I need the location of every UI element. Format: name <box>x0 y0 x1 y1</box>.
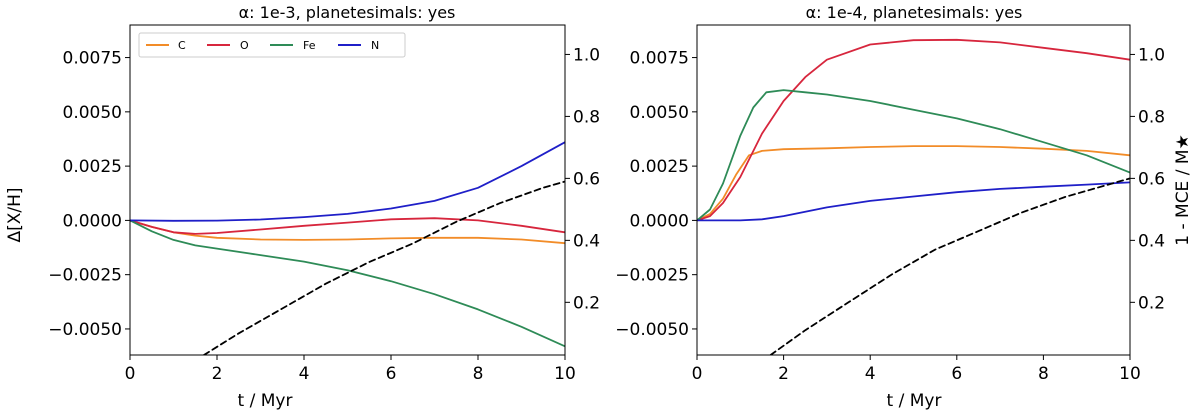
y2-tick-label-right: 0.8 <box>1138 107 1165 127</box>
y2-tick-label-left: 0.8 <box>573 107 600 127</box>
x-tick-label-left: 8 <box>473 364 484 384</box>
y2-tick-label-left: 0.6 <box>573 169 600 189</box>
x-tick-label-right: 10 <box>1119 364 1141 384</box>
y2-tick-label-right: 0.2 <box>1138 293 1165 313</box>
series-line-c-right <box>697 145 1130 222</box>
y-tick-label-right: −0.0025 <box>615 266 689 286</box>
series-line-o-left <box>130 217 565 235</box>
series-layer-right <box>697 38 1130 355</box>
x-tick-label-left: 10 <box>554 364 576 384</box>
y-tick-label-right: 0.0075 <box>630 49 689 69</box>
y2-tick-label-right: 0.6 <box>1138 169 1165 189</box>
series-line-n-left <box>130 141 565 222</box>
axis-layer-left: 0 2 4 6 8 10 −0.0050 −0.0025 0.0000 0.0025 0.0050 0… <box>48 45 600 384</box>
series-line-o-right <box>697 38 1130 222</box>
series-line-fe-left <box>130 219 565 348</box>
legend-label-fe: Fe <box>303 39 316 52</box>
y-tick-label-left: −0.0050 <box>48 320 122 340</box>
y-tick-label-right: 0.0050 <box>630 103 689 123</box>
legend-label-o: O <box>240 39 249 52</box>
y-tick-label-left: 0.0025 <box>63 157 122 177</box>
chart-panel-right: α: 1e-4, planetesimals: yes t / Myr 1 - … <box>615 3 1193 411</box>
x-tick-label-left: 4 <box>299 364 310 384</box>
series-line-mce-left <box>202 180 565 355</box>
series-line-n-right <box>697 181 1130 222</box>
x-tick-label-right: 6 <box>951 364 962 384</box>
legend-label-c: C <box>178 39 186 52</box>
plot-frame-right <box>696 24 1131 356</box>
series-layer-left <box>130 141 565 355</box>
x-tick-label-left: 0 <box>125 364 136 384</box>
y-axis-label-left: Δ[X/H] <box>5 187 25 242</box>
x-axis-label-left: t / Myr <box>238 391 293 411</box>
y2-tick-label-right: 1.0 <box>1138 45 1165 65</box>
y2-tick-label-right: 0.4 <box>1138 231 1165 251</box>
chart-panel-left: α: 1e-3, planetesimals: yes t / Myr Δ[X/… <box>5 3 600 411</box>
y-tick-label-right: 0.0000 <box>630 211 689 231</box>
axis-layer-right: 0 2 4 6 8 10 −0.0050 −0.0025 0.0000 0.0025 0.0050 0… <box>615 45 1165 384</box>
y-tick-label-right: −0.0050 <box>615 320 689 340</box>
series-line-fe-right <box>697 89 1130 222</box>
legend-label-n: N <box>371 39 379 52</box>
y2-axis-label-right: 1 - MCE / M★ <box>1173 134 1193 245</box>
x-tick-label-right: 8 <box>1038 364 1049 384</box>
chart-title-right: α: 1e-4, planetesimals: yes <box>806 3 1023 22</box>
x-tick-label-left: 2 <box>212 364 223 384</box>
x-tick-label-right: 0 <box>692 364 703 384</box>
plot-frame-left <box>129 24 566 356</box>
legend: C O Fe N <box>138 32 406 58</box>
y-tick-label-left: 0.0075 <box>63 49 122 69</box>
x-axis-label-right: t / Myr <box>887 391 942 411</box>
y2-tick-label-left: 1.0 <box>573 45 600 65</box>
y2-tick-label-left: 0.2 <box>573 293 600 313</box>
x-tick-label-left: 6 <box>386 364 397 384</box>
y-tick-label-left: 0.0000 <box>63 211 122 231</box>
y-tick-label-right: 0.0025 <box>630 157 689 177</box>
y-tick-label-left: −0.0025 <box>48 266 122 286</box>
y2-tick-label-left: 0.4 <box>573 231 600 251</box>
y-tick-label-left: 0.0050 <box>63 103 122 123</box>
x-tick-label-right: 4 <box>865 364 876 384</box>
chart-title-left: α: 1e-3, planetesimals: yes <box>239 3 456 22</box>
x-tick-label-right: 2 <box>778 364 789 384</box>
